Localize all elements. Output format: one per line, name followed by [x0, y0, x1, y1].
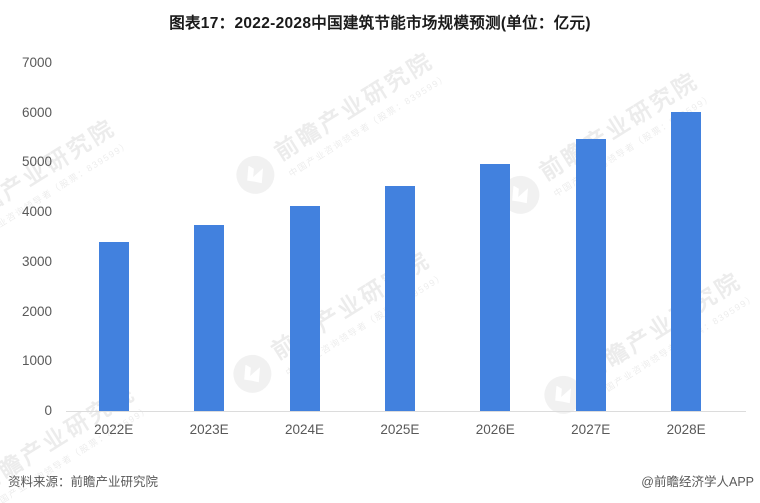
bar-2026E [480, 164, 511, 411]
chart-title: 图表17：2022-2028中国建筑节能市场规模预测(单位：亿元) [169, 15, 591, 32]
x-axis-tick-label: 2024E [284, 422, 325, 437]
y-axis-tick-label: 5000 [21, 154, 52, 170]
y-axis-tick-label: 0 [44, 403, 52, 418]
watermark: 前瞻产业研究院中国产业咨询领导者（股票：839599） [226, 40, 450, 206]
y-axis-tick-label: 1000 [21, 353, 52, 369]
y-axis-tick-label: 2000 [21, 303, 52, 319]
y-axis-tick-label: 4000 [21, 204, 52, 220]
watermark-text: 前瞻产业研究院 [269, 46, 439, 166]
x-axis-tick-label: 2027E [571, 422, 611, 437]
bar-2027E [575, 139, 606, 411]
y-axis-tick-label: 3000 [21, 253, 52, 269]
x-axis-tick-label: 2025E [380, 422, 420, 437]
x-axis-line [66, 410, 746, 412]
credit-note: @前瞻经济学人APP [641, 475, 754, 489]
x-axis-tick-label: 2022E [94, 422, 134, 437]
watermark-logo-icon [228, 148, 282, 201]
watermark-subtext: 中国产业咨询领导者（股票：839599） [286, 71, 450, 179]
bar-2023E [194, 225, 225, 411]
bar-2025E [384, 186, 415, 411]
bar-2024E [289, 206, 320, 411]
x-axis-tick-label: 2023E [189, 422, 229, 437]
source-note: 资料来源：前瞻产业研究院 [8, 475, 159, 489]
bar-2022E [98, 242, 129, 411]
x-axis-tick-label: 2026E [475, 422, 515, 437]
watermark-logo-icon [225, 347, 279, 400]
bar-2028E [671, 112, 702, 411]
x-axis-tick-label: 2028E [666, 422, 706, 437]
y-axis-tick-label: 6000 [21, 104, 52, 120]
y-axis-tick-label: 7000 [21, 55, 52, 70]
